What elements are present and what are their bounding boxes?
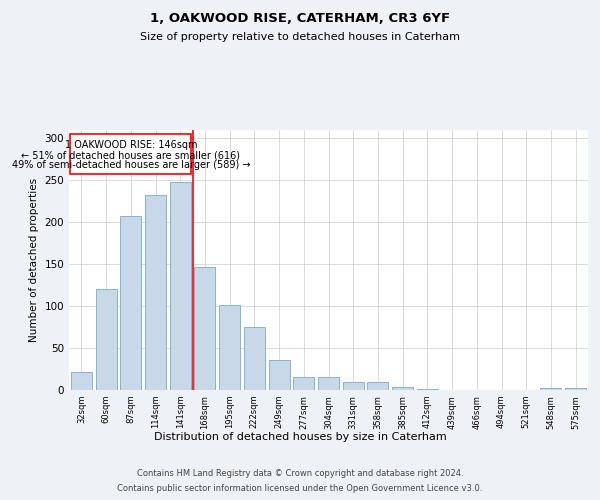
Bar [71, 372, 92, 390]
Bar [541, 388, 562, 390]
Bar [392, 386, 413, 390]
Bar [145, 194, 166, 390]
Text: Distribution of detached houses by size in Caterham: Distribution of detached houses by size … [154, 432, 446, 442]
Bar [219, 306, 240, 390]
Text: ← 51% of detached houses are smaller (616): ← 51% of detached houses are smaller (61… [21, 150, 240, 160]
Bar [244, 327, 265, 390]
Bar [343, 382, 364, 390]
Bar [293, 378, 314, 390]
Y-axis label: Number of detached properties: Number of detached properties [29, 178, 39, 342]
Bar [194, 266, 215, 390]
Bar [120, 216, 141, 390]
Bar [367, 382, 388, 390]
Text: 49% of semi-detached houses are larger (589) →: 49% of semi-detached houses are larger (… [11, 160, 250, 170]
Bar [95, 290, 116, 390]
Bar [170, 182, 191, 390]
Text: Size of property relative to detached houses in Caterham: Size of property relative to detached ho… [140, 32, 460, 42]
Text: Contains HM Land Registry data © Crown copyright and database right 2024.: Contains HM Land Registry data © Crown c… [137, 469, 463, 478]
FancyBboxPatch shape [70, 134, 191, 173]
Text: 1, OAKWOOD RISE, CATERHAM, CR3 6YF: 1, OAKWOOD RISE, CATERHAM, CR3 6YF [150, 12, 450, 26]
Bar [417, 389, 438, 390]
Bar [318, 378, 339, 390]
Text: Contains public sector information licensed under the Open Government Licence v3: Contains public sector information licen… [118, 484, 482, 493]
Text: 1 OAKWOOD RISE: 146sqm: 1 OAKWOOD RISE: 146sqm [65, 140, 197, 150]
Bar [565, 388, 586, 390]
Bar [269, 360, 290, 390]
